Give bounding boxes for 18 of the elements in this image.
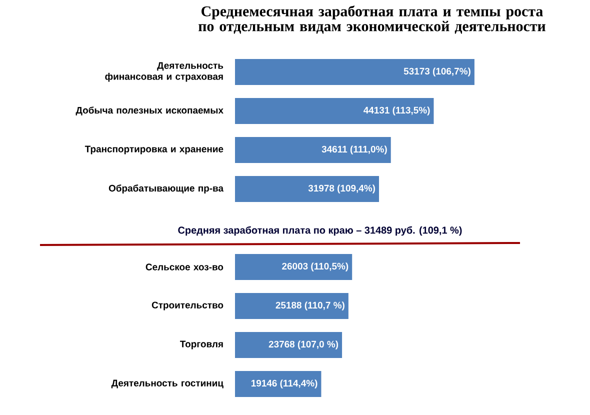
- data-label: 23768 (107,0 %): [268, 340, 338, 350]
- y-tick-label: Торговля: [180, 340, 223, 350]
- data-label: 26003 (110,5%): [282, 262, 348, 272]
- y-tick-label: Обрабатывающие пр-ва: [108, 184, 224, 194]
- data-label: 25188 (110,7 %): [276, 302, 344, 310]
- annotation: Средняя заработная плата по краю – 31489 руб. (109,1 %): [178, 226, 462, 236]
- y-tick-label: Деятельность гостиниц: [111, 380, 224, 388]
- data-label: 44131 (113,5%): [364, 106, 430, 116]
- chart-title: Среднемесячная заработная плата и темпы роста по отдельным видам экономической деятельности: [198, 6, 546, 34]
- data-label: 31978 (109,4%): [308, 184, 375, 194]
- y-tick-label: Сельское хоз-во: [146, 264, 224, 270]
- y-tick-label: Строительство: [152, 302, 224, 310]
- data-label: 53173 (106,7%): [404, 68, 470, 76]
- y-tick-label: Транспортировка и хранение: [84, 146, 224, 154]
- y-tick-label: Деятельность финансовая и страховая: [105, 62, 224, 82]
- data-label: 34611 (111,0%): [322, 146, 387, 154]
- y-tick-label: Добыча полезных ископаемых: [76, 106, 224, 116]
- data-label: 19146 (114,4%): [251, 380, 318, 388]
